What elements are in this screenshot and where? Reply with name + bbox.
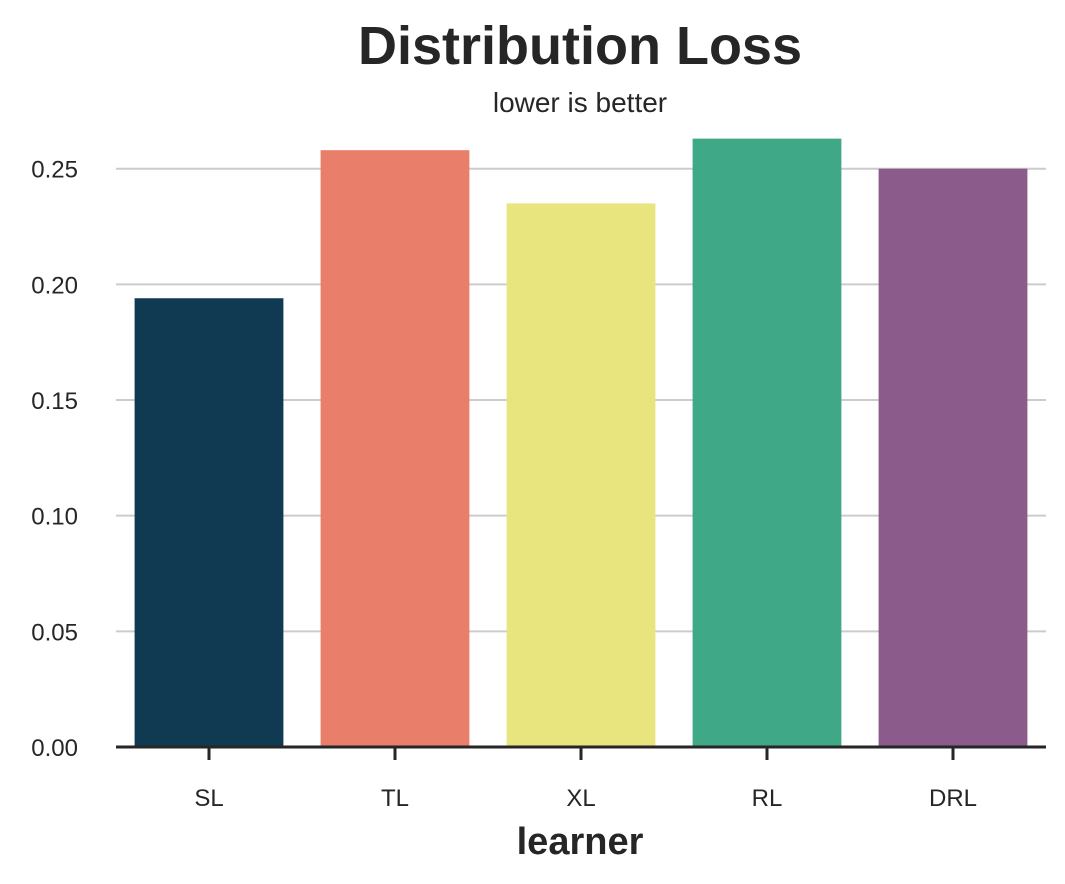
x-tick-label: XL — [566, 785, 595, 812]
bar-rl — [692, 138, 842, 748]
y-tick-label: 0.00 — [31, 735, 78, 762]
chart-subtitle: lower is better — [493, 87, 667, 118]
y-tick-label: 0.15 — [31, 388, 78, 415]
x-axis-label: learner — [517, 821, 644, 863]
y-tick-label: 0.05 — [31, 619, 78, 646]
bar-sl — [134, 298, 284, 747]
bar-tl — [320, 150, 470, 748]
x-ticks: SL TL XL RL DRL — [194, 747, 977, 812]
chart-title: Distribution Loss — [358, 16, 802, 76]
bar-xl — [506, 203, 656, 747]
y-tick-label: 0.25 — [31, 157, 78, 184]
x-tick-label: RL — [752, 785, 783, 812]
y-tick-labels: 0.00 0.05 0.10 0.15 0.20 0.25 — [31, 157, 78, 762]
x-tick-label: SL — [194, 785, 223, 812]
x-tick-label: DRL — [929, 785, 977, 812]
y-tick-label: 0.20 — [31, 272, 78, 299]
x-tick-label: TL — [381, 785, 409, 812]
bar-drl — [878, 168, 1028, 747]
y-tick-label: 0.10 — [31, 504, 78, 531]
bars — [134, 138, 1028, 748]
